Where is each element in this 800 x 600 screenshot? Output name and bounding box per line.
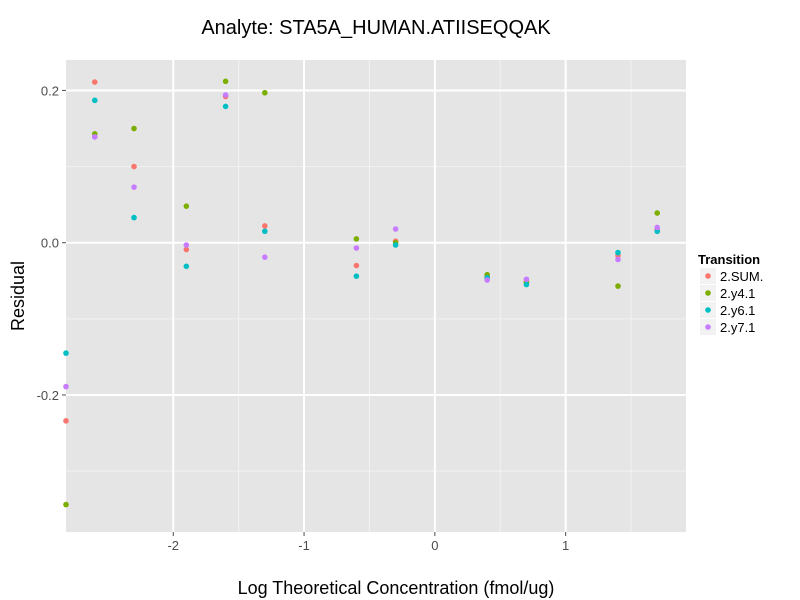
data-point: [262, 254, 268, 260]
x-axis: -2 -1 0 1: [167, 532, 569, 553]
y-axis: -0.2 0.0 0.2: [37, 83, 66, 403]
legend-swatch: [705, 273, 711, 279]
data-point: [131, 163, 137, 170]
data-point: [91, 79, 98, 85]
legend-swatch: [705, 324, 711, 330]
data-point: [222, 103, 229, 110]
legend-swatch: [705, 307, 711, 313]
data-point: [63, 350, 69, 356]
data-point: [183, 263, 190, 270]
data-point: [353, 245, 360, 251]
data-point: [131, 125, 137, 132]
x-tick-label: -1: [298, 538, 310, 553]
legend-label: 2.y6.1: [720, 303, 755, 318]
legend-swatch: [705, 290, 711, 296]
data-point: [222, 78, 229, 85]
data-point: [63, 418, 69, 424]
plot-panel: [66, 60, 686, 532]
data-point: [131, 184, 137, 190]
data-point: [183, 203, 190, 209]
x-axis-title: Log Theoretical Concentration (fmol/ug): [238, 578, 555, 598]
data-point: [131, 214, 137, 221]
data-point: [392, 242, 399, 248]
y-tick-label: 0.2: [41, 83, 59, 98]
data-point: [183, 242, 190, 248]
chart-title: Analyte: STA5A_HUMAN.ATIISEQQAK: [201, 17, 551, 39]
data-point: [523, 281, 530, 288]
data-point: [91, 134, 98, 140]
data-point: [484, 277, 490, 283]
data-point: [353, 273, 360, 280]
data-point: [615, 249, 621, 256]
grid: [66, 60, 686, 532]
legend-label: 2.y4.1: [720, 286, 755, 301]
data-point: [353, 236, 360, 242]
data-point: [523, 276, 530, 283]
data-point: [353, 262, 360, 269]
data-point: [654, 224, 661, 231]
data-point: [262, 223, 268, 229]
x-tick-label: -2: [167, 538, 179, 553]
y-tick-label: -0.2: [37, 388, 59, 403]
x-tick-label: 0: [431, 538, 438, 553]
data-point: [262, 228, 268, 235]
x-tick-label: 1: [562, 538, 569, 553]
data-point: [63, 383, 69, 390]
data-point: [222, 92, 229, 98]
legend-title: Transition: [698, 252, 760, 267]
data-point: [91, 97, 98, 104]
data-point: [615, 283, 621, 289]
data-point: [392, 226, 399, 232]
y-axis-title: Residual: [8, 261, 28, 331]
y-tick-label: 0.0: [41, 236, 59, 251]
data-point: [654, 210, 661, 216]
data-points: [63, 78, 661, 508]
legend-label: 2.SUM.: [720, 269, 763, 284]
data-point: [183, 246, 190, 253]
data-point: [615, 256, 621, 263]
legend: Transition 2.SUM. 2.y4.1 2.y6.1 2.y7.1: [698, 252, 763, 335]
data-point: [63, 501, 69, 508]
data-point: [262, 89, 268, 96]
legend-label: 2.y7.1: [720, 320, 755, 335]
